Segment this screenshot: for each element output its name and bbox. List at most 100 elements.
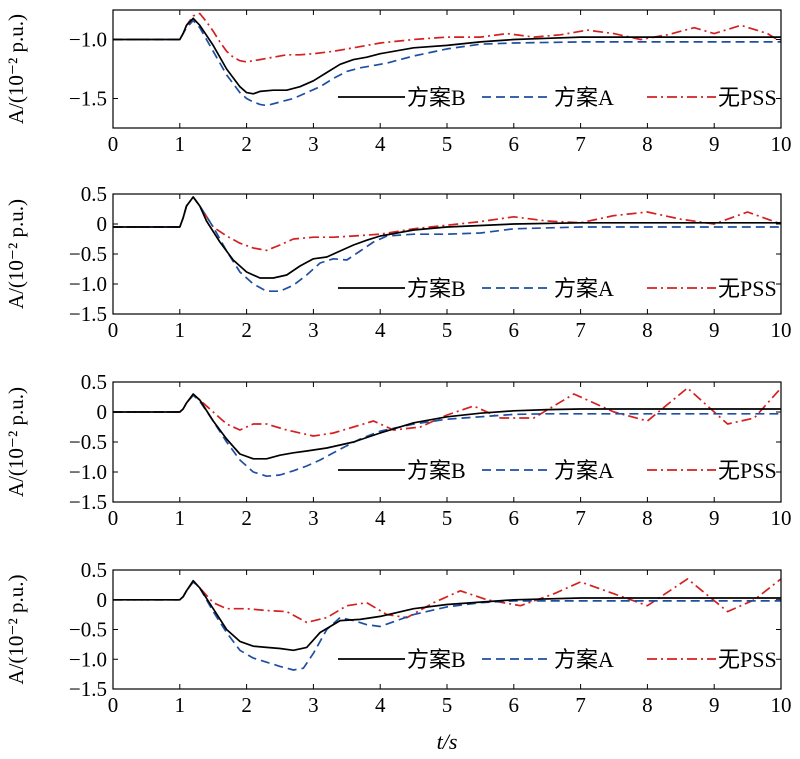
- y-tick-label: −0.5: [69, 618, 107, 642]
- legend-label: 方案B: [407, 85, 466, 110]
- series-line-A: [113, 394, 781, 478]
- legend-label: 方案A: [554, 276, 614, 301]
- y-axis-label: A/(10⁻² p.u.): [4, 14, 28, 124]
- x-tick-label: 8: [642, 132, 653, 156]
- series-line-B: [113, 579, 781, 652]
- legend-label: 方案A: [554, 458, 614, 483]
- series-line-A: [113, 19, 781, 107]
- plot-frame: [112, 569, 782, 690]
- plot-frame: [112, 193, 782, 315]
- legend-label: 方案B: [407, 647, 466, 672]
- x-tick-label: 8: [642, 693, 653, 717]
- y-axis-label: A/(10⁻² p.u.): [4, 387, 28, 497]
- x-tick-label: 3: [308, 132, 319, 156]
- x-tick-label: 9: [709, 506, 720, 530]
- y-tick-label: −1.5: [69, 87, 107, 111]
- y-tick-label: 0: [97, 400, 108, 424]
- x-tick-label: 4: [375, 506, 386, 530]
- y-tick-label: 0: [97, 588, 108, 612]
- legend: 方案B 方案A 无PSS: [338, 458, 777, 483]
- legend-label: 无PSS: [718, 276, 777, 301]
- x-tick-label: 0: [108, 506, 119, 530]
- y-tick-label: −1.0: [69, 28, 107, 52]
- x-tick-label: 5: [442, 318, 453, 342]
- x-tick-label: 1: [175, 693, 186, 717]
- chart-panel-2: 0 1 2 3 4 5 6 7 8 9 10 0.5 0 −0.5 −1.0 −1.5 方案B 方案A 无PSS A/…: [4, 182, 792, 342]
- y-tick-label: −0.5: [69, 242, 107, 266]
- legend-label: 方案B: [407, 276, 466, 301]
- legend: 方案B 方案A 无PSS: [338, 276, 777, 301]
- x-tick-label: 10: [771, 318, 792, 342]
- x-tick-label: 4: [375, 318, 386, 342]
- x-tick-label: 6: [509, 693, 520, 717]
- series-line-N: [113, 12, 781, 63]
- legend: 方案B 方案A 无PSS: [338, 85, 777, 110]
- series-line-N: [113, 196, 781, 252]
- x-tick-label: 0: [108, 318, 119, 342]
- x-tick-label: 2: [241, 693, 252, 717]
- x-tick-label: 7: [575, 693, 586, 717]
- y-tick-label: −1.5: [69, 677, 107, 701]
- x-tick-label: 7: [575, 506, 586, 530]
- y-tick-label: −0.5: [69, 430, 107, 454]
- x-tick-label: 6: [509, 318, 520, 342]
- y-axis-label: A/(10⁻² p.u.): [4, 574, 28, 684]
- legend: 方案B 方案A 无PSS: [338, 647, 777, 672]
- x-tick-label: 5: [442, 132, 453, 156]
- x-tick-label: 10: [771, 693, 792, 717]
- legend-label: 无PSS: [718, 647, 777, 672]
- plot-frame: [112, 9, 782, 129]
- legend-label: 无PSS: [718, 85, 777, 110]
- x-tick-label: 7: [575, 318, 586, 342]
- x-tick-label: 7: [575, 132, 586, 156]
- x-tick-label: 3: [308, 693, 319, 717]
- series-line-B: [113, 196, 781, 279]
- x-tick-label: 9: [709, 693, 720, 717]
- x-tick-label: 9: [709, 318, 720, 342]
- series-line-B: [113, 393, 781, 460]
- legend-label: 方案A: [554, 647, 614, 672]
- x-tick-label: 6: [509, 132, 520, 156]
- x-tick-label: 2: [241, 132, 252, 156]
- x-tick-label: 2: [241, 318, 252, 342]
- y-tick-label: 0.5: [81, 370, 107, 394]
- x-tick-label: 0: [108, 132, 119, 156]
- x-tick-label: 9: [709, 132, 720, 156]
- y-tick-label: 0.5: [81, 182, 107, 206]
- y-tick-label: −1.0: [69, 460, 107, 484]
- y-tick-label: 0: [97, 212, 108, 236]
- x-axis-label: t/s: [437, 729, 458, 754]
- x-tick-label: 1: [175, 506, 186, 530]
- plot-frame: [112, 381, 782, 503]
- y-tick-label: 0.5: [81, 558, 107, 582]
- x-tick-label: 8: [642, 506, 653, 530]
- legend-label: 无PSS: [718, 458, 777, 483]
- x-tick-label: 1: [175, 318, 186, 342]
- x-tick-label: 5: [442, 693, 453, 717]
- x-tick-label: 5: [442, 506, 453, 530]
- x-tick-label: 1: [175, 132, 186, 156]
- x-tick-label: 3: [308, 318, 319, 342]
- chart-panel-3: 0 1 2 3 4 5 6 7 8 9 10 0.5 0 −0.5 −1.0 −1.5 方案B 方案A 无PSS A/…: [4, 370, 792, 530]
- series-line-B: [113, 17, 781, 95]
- x-tick-label: 4: [375, 693, 386, 717]
- x-tick-label: 10: [771, 506, 792, 530]
- chart-panel-1: 0 1 2 3 4 5 6 7 8 9 10 −1.0 −1.5 方案B 方案A 无PSS A/(10⁻² p.…: [4, 9, 792, 156]
- x-tick-label: 4: [375, 132, 386, 156]
- series-line-N: [113, 387, 781, 437]
- legend-label: 方案B: [407, 458, 466, 483]
- y-tick-label: −1.5: [69, 302, 107, 326]
- chart-panel-4: 0 1 2 3 4 5 6 7 8 9 10 0.5 0 −0.5 −1.0 −1.5 方案B 方案A 无PSS A/…: [4, 558, 792, 717]
- legend-label: 方案A: [554, 85, 614, 110]
- x-tick-label: 8: [642, 318, 653, 342]
- y-tick-label: −1.0: [69, 647, 107, 671]
- x-tick-label: 3: [308, 506, 319, 530]
- y-tick-label: −1.0: [69, 272, 107, 296]
- x-tick-label: 6: [509, 506, 520, 530]
- x-tick-label: 10: [771, 132, 792, 156]
- y-tick-label: −1.5: [69, 490, 107, 514]
- y-axis-label: A/(10⁻² p.u.): [4, 199, 28, 309]
- x-tick-label: 0: [108, 693, 119, 717]
- x-tick-label: 2: [241, 506, 252, 530]
